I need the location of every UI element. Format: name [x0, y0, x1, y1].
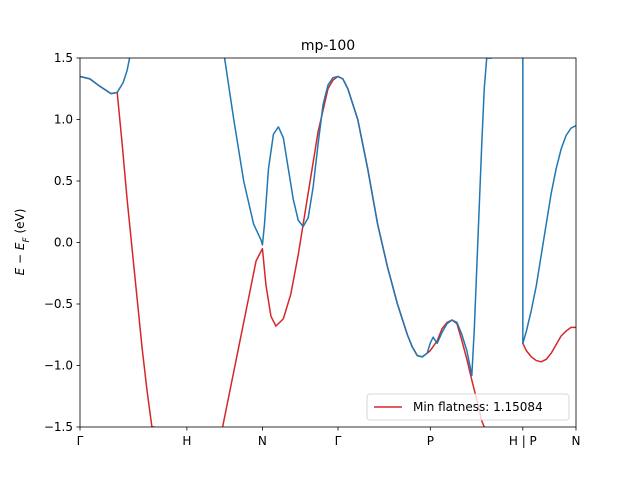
chart-title: mp-100 [301, 38, 355, 54]
x-tick-label: P [427, 434, 434, 448]
y-tick-label: 0.5 [54, 174, 73, 188]
x-axis: Γ H N Γ P H | P N [77, 427, 581, 448]
legend-box [366, 393, 570, 421]
upper-band-line-0 [80, 58, 131, 95]
y-tick-label: −1.5 [44, 420, 73, 434]
y-tick-label: 1.5 [54, 51, 73, 65]
legend-label: Min flatness: 1.15084 [413, 400, 543, 414]
y-tick-label: −0.5 [44, 297, 73, 311]
upper-band-line-3 [522, 124, 576, 345]
x-tick-label: H [182, 434, 191, 448]
y-tick-label: 1.0 [54, 113, 73, 127]
x-tick-label: N [572, 434, 581, 448]
x-tick-label: Γ [77, 434, 84, 448]
plot-frame [79, 57, 577, 428]
x-tick-label: H | P [509, 434, 537, 448]
upper-band-line-1 [223, 58, 493, 377]
lower-band-line-2 [522, 326, 576, 363]
y-tick-label: −1.0 [44, 359, 73, 373]
series-layer [80, 58, 576, 427]
x-tick-label: N [258, 434, 267, 448]
lower-band-line-1 [221, 75, 485, 427]
y-axis-label: E − EF (eV) [13, 209, 32, 276]
lower-band-line-0 [80, 75, 156, 427]
y-tick-label: 0.0 [54, 236, 73, 250]
y-axis: 1.5 1.0 0.5 0.0 −0.5 −1.0 −1.5 [44, 51, 80, 434]
x-tick-label: Γ [335, 434, 342, 448]
legend: Min flatness: 1.15084 [366, 393, 570, 421]
